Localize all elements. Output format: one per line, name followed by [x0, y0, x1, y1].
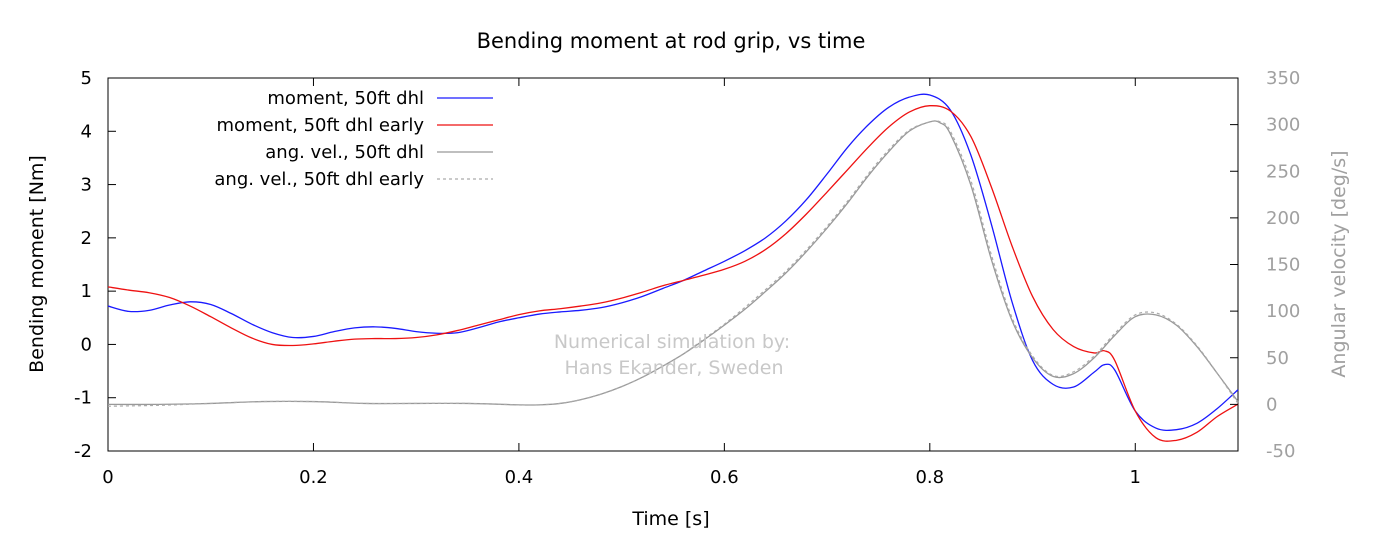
watermark-line-1: Numerical simulation by:	[554, 331, 790, 353]
x-tick-label: 0.6	[710, 467, 739, 488]
legend-label-3: ang. vel., 50ft dhl	[265, 142, 424, 163]
legend-label-1: moment, 50ft dhl	[267, 88, 424, 109]
x-axis-title: Time [s]	[631, 508, 709, 530]
y-tick-label: 3	[81, 175, 92, 196]
x-tick-label: 0.4	[505, 467, 534, 488]
x-tick-label: 0.8	[915, 467, 944, 488]
y-tick-label: 4	[81, 121, 92, 142]
legend: moment, 50ft dhl moment, 50ft dhl early an…	[214, 88, 493, 190]
series-line-2	[107, 105, 1239, 442]
y2-tick-label: 350	[1266, 68, 1300, 89]
legend-label-4: ang. vel., 50ft dhl early	[214, 169, 424, 190]
y2-tick-label: 250	[1266, 161, 1300, 182]
y2-tick-label: 300	[1266, 115, 1300, 136]
axes-layer: 0 0.2 0.4 0.6 0.8 1 -2 -1 0 1 2 3 4 5 -50 0 50 100 150 200 2…	[74, 68, 1300, 488]
y-tick-label: 2	[81, 228, 92, 249]
y2-tick-label: 100	[1266, 301, 1300, 322]
series-layer	[107, 93, 1239, 442]
y-tick-label: 1	[81, 281, 92, 302]
y2-tick-label: -50	[1266, 441, 1295, 462]
y2-tick-label: 50	[1266, 348, 1289, 369]
legend-label-2: moment, 50ft dhl early	[217, 115, 425, 136]
series-line-3	[107, 120, 1239, 406]
y2-axis-title: Angular velocity [deg/s]	[1328, 150, 1350, 377]
y2-tick-label: 200	[1266, 208, 1300, 229]
y2-tick-label: 0	[1266, 394, 1277, 415]
series-line-4	[107, 120, 1239, 407]
y-tick-label: -1	[74, 388, 92, 409]
watermark-line-2: Hans Ekander, Sweden	[565, 357, 784, 379]
x-tick-label: 0	[102, 467, 113, 488]
y-tick-label: -2	[74, 441, 92, 462]
y-tick-label: 5	[81, 68, 92, 89]
y2-tick-label: 150	[1266, 255, 1300, 276]
x-tick-label: 0.2	[299, 467, 328, 488]
chart-title: Bending moment at rod grip, vs time	[477, 29, 866, 53]
y-tick-label: 0	[81, 334, 92, 355]
x-tick-label: 1	[1130, 467, 1141, 488]
y-axis-title: Bending moment [Nm]	[26, 155, 48, 373]
